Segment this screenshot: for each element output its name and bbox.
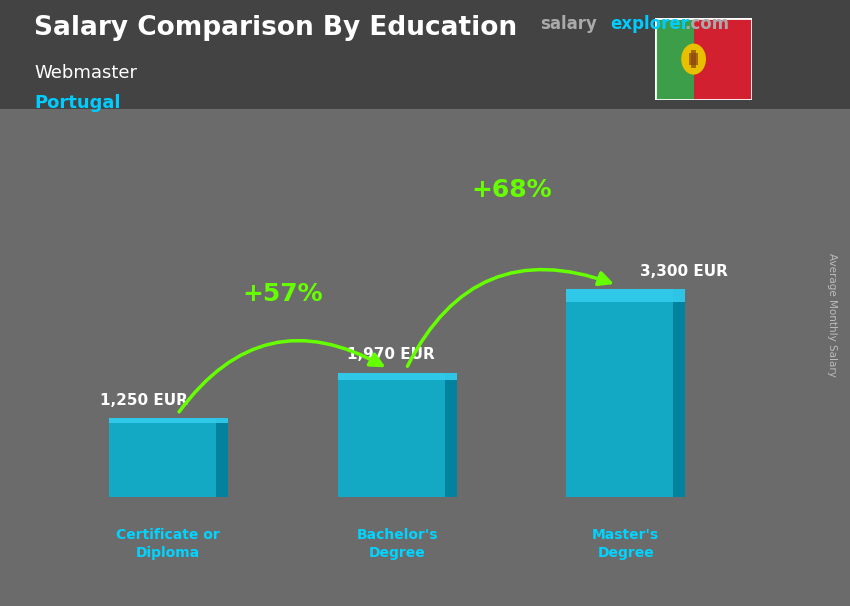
FancyBboxPatch shape xyxy=(566,289,685,497)
Text: +68%: +68% xyxy=(471,178,552,202)
Text: Certificate or
Diploma: Certificate or Diploma xyxy=(116,528,220,561)
Text: Bachelor's
Degree: Bachelor's Degree xyxy=(356,528,438,561)
Bar xyxy=(694,18,752,100)
Text: 1,250 EUR: 1,250 EUR xyxy=(99,393,188,408)
Bar xyxy=(691,50,696,68)
Bar xyxy=(673,289,685,497)
Bar xyxy=(689,53,698,65)
Bar xyxy=(216,418,228,497)
Bar xyxy=(654,18,694,100)
Bar xyxy=(445,373,456,497)
Text: Webmaster: Webmaster xyxy=(34,64,137,82)
Bar xyxy=(566,289,685,302)
Bar xyxy=(109,418,228,423)
Text: Salary Comparison By Education: Salary Comparison By Education xyxy=(34,15,517,41)
Text: 1,970 EUR: 1,970 EUR xyxy=(347,347,434,362)
Text: Portugal: Portugal xyxy=(34,94,121,112)
Text: salary: salary xyxy=(540,15,597,33)
Text: 3,300 EUR: 3,300 EUR xyxy=(639,264,728,279)
FancyBboxPatch shape xyxy=(337,373,456,497)
Bar xyxy=(337,373,456,381)
Text: .com: .com xyxy=(684,15,729,33)
Text: +57%: +57% xyxy=(242,282,323,307)
Circle shape xyxy=(681,44,706,75)
Text: Master's
Degree: Master's Degree xyxy=(592,528,660,561)
Text: explorer: explorer xyxy=(610,15,689,33)
FancyBboxPatch shape xyxy=(109,418,228,497)
Text: Average Monthly Salary: Average Monthly Salary xyxy=(827,253,837,377)
